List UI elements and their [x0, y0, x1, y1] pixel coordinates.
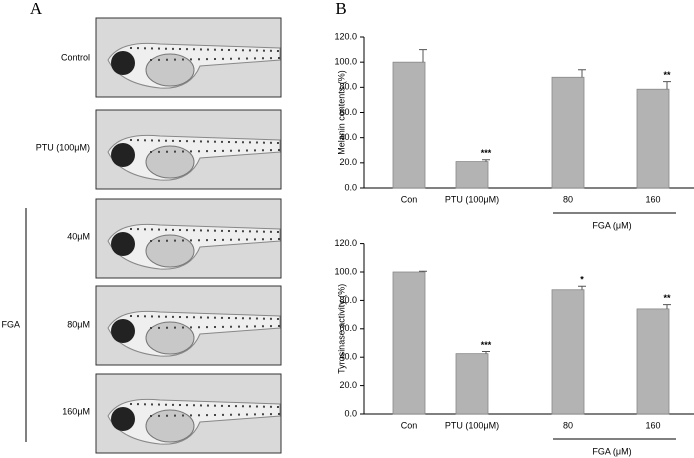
row-label: 80μM: [67, 319, 90, 329]
bar: [551, 76, 585, 189]
fish-yolk: [145, 409, 195, 443]
significance-label: *: [580, 275, 584, 285]
y-axis-label: Tyrosinase activity (%): [336, 284, 346, 374]
x-tick-label: PTU (100μM): [445, 194, 499, 204]
y-tick-label: 100.0: [334, 266, 357, 276]
row-label: 160μM: [62, 406, 90, 416]
y-tick-label: 60.0: [339, 107, 357, 117]
error-bar: [663, 81, 671, 90]
group-label: FGA (μM): [592, 220, 631, 230]
error-bar: [419, 270, 427, 272]
fish-yolk: [145, 53, 195, 87]
bar: [392, 61, 426, 189]
y-tick-label: 120.0: [334, 31, 357, 41]
x-tick-label: PTU (100μM): [445, 420, 499, 430]
fish-image: [95, 198, 282, 279]
y-tick-label: 60.0: [339, 323, 357, 333]
y-tick-label: 80.0: [339, 82, 357, 92]
y-tick-label: 80.0: [339, 295, 357, 305]
row-label: 40μM: [67, 231, 90, 241]
pigment-stripe: [149, 57, 281, 61]
error-bar: [419, 49, 427, 63]
x-tick-label: 160: [645, 194, 660, 204]
significance-label: **: [663, 293, 671, 303]
bar: [636, 308, 670, 415]
fish-yolk: [145, 234, 195, 268]
fish-eye: [111, 143, 135, 167]
group-label: FGA (μM): [592, 446, 631, 456]
error-bar: [482, 351, 490, 354]
pigment-stripe: [149, 413, 281, 417]
row-label: Control: [61, 52, 90, 62]
bar: [636, 88, 670, 189]
error-bar: [578, 69, 586, 78]
fish-eye: [111, 407, 135, 431]
fish-image: [95, 285, 282, 366]
fish-image: [95, 373, 282, 454]
x-tick-label: 80: [563, 420, 573, 430]
bar: [455, 353, 489, 415]
y-tick-label: 0.0: [344, 182, 357, 192]
pigment-stripe: [149, 149, 281, 153]
y-tick-label: 100.0: [334, 57, 357, 67]
x-tick-label: 160: [645, 420, 660, 430]
x-tick-label: Con: [401, 420, 418, 430]
y-tick-label: 120.0: [334, 238, 357, 248]
significance-label: **: [663, 70, 671, 80]
fish-eye: [111, 319, 135, 343]
fish-image: [95, 109, 282, 190]
error-bar: [578, 285, 586, 290]
error-bar: [482, 159, 490, 162]
y-tick-label: 0.0: [344, 408, 357, 418]
fish-eye: [111, 51, 135, 75]
panel-label: A: [30, 0, 43, 18]
bar: [455, 161, 489, 189]
pigment-stripe: [149, 238, 281, 242]
fish-image: [95, 17, 282, 98]
y-tick-label: 40.0: [339, 352, 357, 362]
y-tick-label: 20.0: [339, 157, 357, 167]
x-tick-label: 80: [563, 194, 573, 204]
y-tick-label: 40.0: [339, 132, 357, 142]
significance-label: ***: [481, 340, 492, 350]
error-bar: [663, 304, 671, 309]
pigment-stripe: [149, 325, 281, 329]
bar: [392, 271, 426, 415]
row-label: PTU (100μM): [36, 142, 90, 152]
bar: [551, 289, 585, 415]
x-tick-label: Con: [401, 194, 418, 204]
y-tick-label: 20.0: [339, 380, 357, 390]
y-axis-label: Melanin contents (%): [336, 70, 346, 155]
significance-label: ***: [481, 148, 492, 158]
group-label: FGA: [1, 319, 20, 329]
panel-label: B: [335, 0, 346, 18]
fish-yolk: [145, 145, 195, 179]
fish-yolk: [145, 321, 195, 355]
fish-eye: [111, 232, 135, 256]
